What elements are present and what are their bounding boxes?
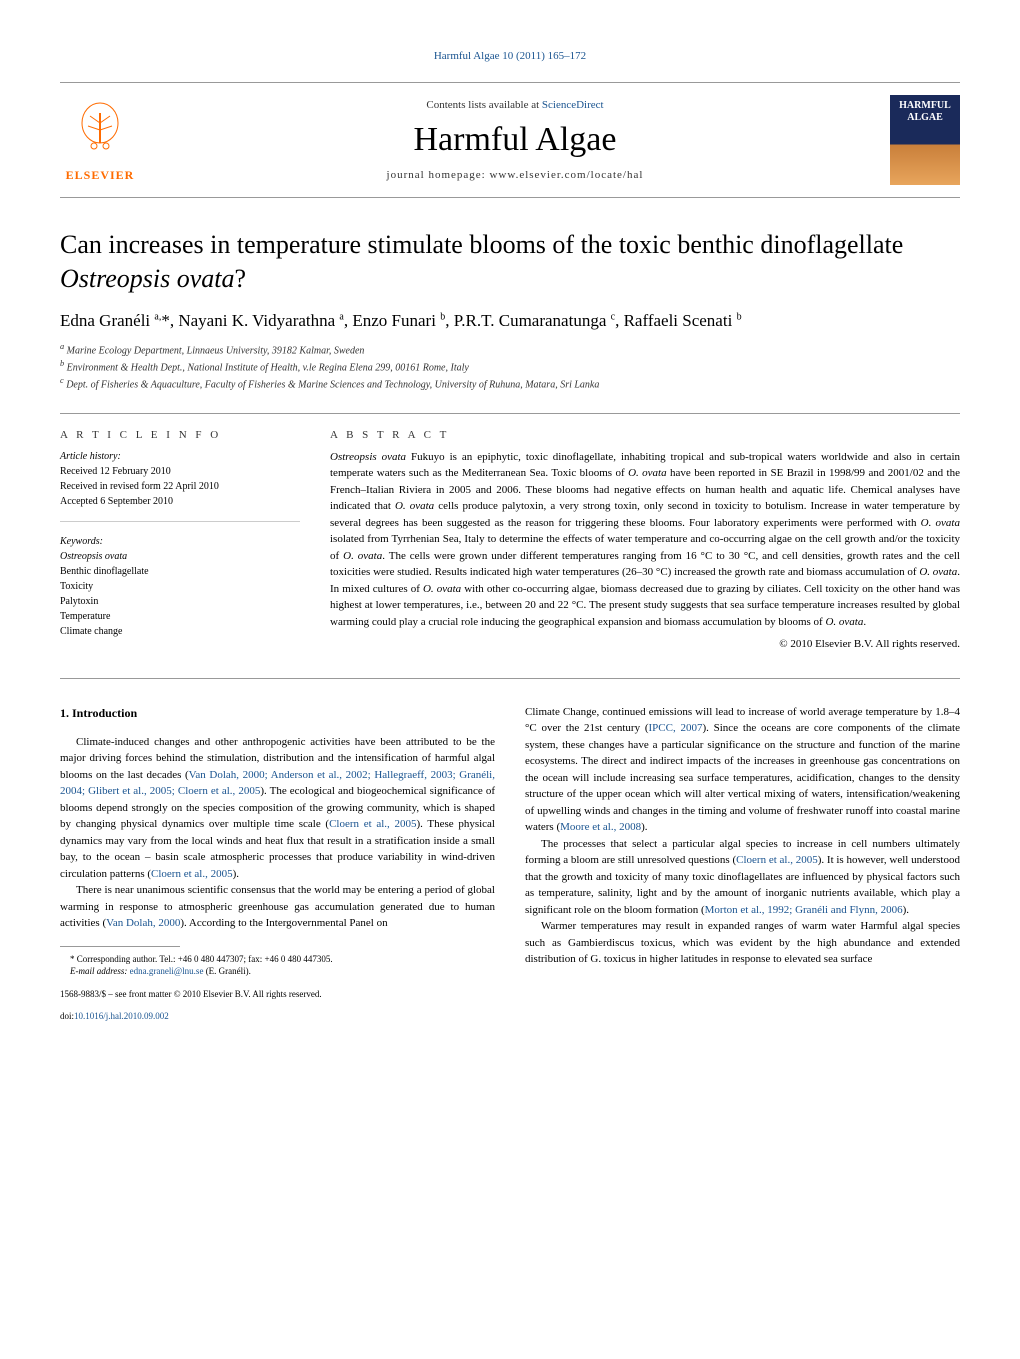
info-abstract-row: A R T I C L E I N F O Article history: R… xyxy=(60,413,960,679)
revised-date: Received in revised form 22 April 2010 xyxy=(60,479,300,494)
title-post: ? xyxy=(235,264,247,293)
article-title: Can increases in temperature stimulate b… xyxy=(60,228,960,296)
corresponding-footnote: * Corresponding author. Tel.: +46 0 480 … xyxy=(60,953,495,966)
keyword-4: Temperature xyxy=(60,609,300,624)
email-label: E-mail address: xyxy=(70,966,130,976)
accepted-date: Accepted 6 September 2010 xyxy=(60,494,300,509)
email-suffix: (E. Granéli). xyxy=(203,966,250,976)
cover-text: HARMFUL ALGAE xyxy=(890,100,960,124)
title-species: Ostreopsis ovata xyxy=(60,264,235,293)
elsevier-tree-icon xyxy=(70,98,130,168)
abstract: A B S T R A C T Ostreopsis ovata Fukuyo … xyxy=(330,429,960,663)
keyword-0: Ostreopsis ovata xyxy=(60,549,300,564)
doi-prefix: doi: xyxy=(60,1011,74,1021)
authors: Edna Granéli a,*, Nayani K. Vidyarathna … xyxy=(60,311,960,331)
footnote-separator xyxy=(60,946,180,947)
right-column: Climate Change, continued emissions will… xyxy=(525,704,960,1023)
keywords-label: Keywords: xyxy=(60,534,300,549)
affiliation-b: b Environment & Health Dept., National I… xyxy=(60,358,960,375)
journal-cover[interactable]: HARMFUL ALGAE xyxy=(890,95,960,185)
affiliation-a: a Marine Ecology Department, Linnaeus Un… xyxy=(60,341,960,358)
abstract-heading: A B S T R A C T xyxy=(330,429,960,441)
keyword-5: Climate change xyxy=(60,624,300,639)
keyword-1: Benthic dinoflagellate xyxy=(60,564,300,579)
masthead: ELSEVIER Contents lists available at Sci… xyxy=(60,82,960,198)
sciencedirect-link[interactable]: ScienceDirect xyxy=(542,99,604,111)
history-label: Article history: xyxy=(60,449,300,464)
left-column: 1. Introduction Climate-induced changes … xyxy=(60,704,495,1023)
body-columns: 1. Introduction Climate-induced changes … xyxy=(60,704,960,1023)
paragraph-2: There is near unanimous scientific conse… xyxy=(60,882,495,932)
journal-citation[interactable]: Harmful Algae 10 (2011) 165–172 xyxy=(60,50,960,62)
copyright: © 2010 Elsevier B.V. All rights reserved… xyxy=(330,638,960,650)
doi-link[interactable]: 10.1016/j.hal.2010.09.002 xyxy=(74,1011,169,1021)
article-history: Article history: Received 12 February 20… xyxy=(60,449,300,522)
front-matter: 1568-9883/$ – see front matter © 2010 El… xyxy=(60,988,495,1001)
affiliation-c: c Dept. of Fisheries & Aquaculture, Facu… xyxy=(60,375,960,392)
doi-line: doi:10.1016/j.hal.2010.09.002 xyxy=(60,1010,495,1023)
email-link[interactable]: edna.graneli@lnu.se xyxy=(130,966,204,976)
elsevier-logo[interactable]: ELSEVIER xyxy=(60,98,140,183)
paragraph-4: The processes that select a particular a… xyxy=(525,836,960,919)
article-info: A R T I C L E I N F O Article history: R… xyxy=(60,429,300,663)
contents-prefix: Contents lists available at xyxy=(426,99,541,111)
intro-heading: 1. Introduction xyxy=(60,704,495,722)
journal-homepage[interactable]: journal homepage: www.elsevier.com/locat… xyxy=(140,169,890,181)
contents-available: Contents lists available at ScienceDirec… xyxy=(140,99,890,111)
title-pre: Can increases in temperature stimulate b… xyxy=(60,230,903,259)
paragraph-1: Climate-induced changes and other anthro… xyxy=(60,734,495,883)
paragraph-3: Climate Change, continued emissions will… xyxy=(525,704,960,836)
paragraph-5: Warmer temperatures may result in expand… xyxy=(525,918,960,968)
keywords-block: Keywords: Ostreopsis ovata Benthic dinof… xyxy=(60,534,300,651)
affiliations: a Marine Ecology Department, Linnaeus Un… xyxy=(60,341,960,393)
elsevier-text: ELSEVIER xyxy=(66,168,135,183)
journal-info: Contents lists available at ScienceDirec… xyxy=(140,99,890,181)
keyword-3: Palytoxin xyxy=(60,594,300,609)
received-date: Received 12 February 2010 xyxy=(60,464,300,479)
info-heading: A R T I C L E I N F O xyxy=(60,429,300,441)
journal-title: Harmful Algae xyxy=(140,121,890,159)
abstract-text: Ostreopsis ovata Fukuyo is an epiphytic,… xyxy=(330,449,960,631)
email-footnote: E-mail address: edna.graneli@lnu.se (E. … xyxy=(60,965,495,978)
keyword-2: Toxicity xyxy=(60,579,300,594)
